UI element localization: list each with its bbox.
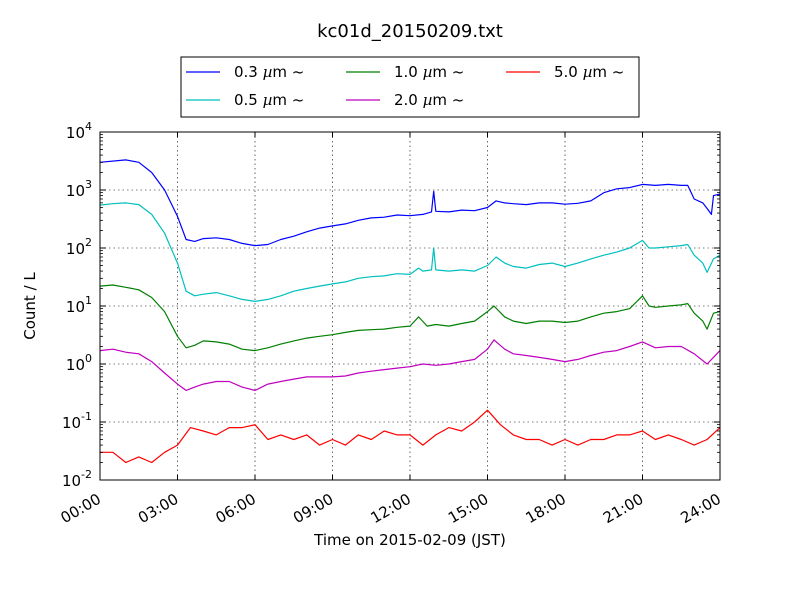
chart-title: kc01d_20150209.txt (317, 21, 503, 42)
legend-mu-symbol: µ (423, 91, 433, 109)
y-tick-base: 10 (66, 182, 85, 200)
y-tick-exponent: 2 (85, 236, 92, 249)
legend-unit: m ~ (272, 63, 304, 81)
y-tick-label: 104 (66, 120, 92, 142)
legend-label-0-5um: 0.5 µm ~ (234, 91, 304, 109)
series-line-5-0um (100, 409, 721, 464)
x-axis-label: Time on 2015-02-09 (JST) (313, 531, 506, 549)
series-line-0-3um (99, 159, 721, 247)
legend-size: 2.0 (394, 91, 423, 109)
legend-label-0-3um: 0.3 µm ~ (234, 63, 304, 81)
y-axis-label: Count / L (21, 272, 39, 340)
legend: 0.3 µm ~0.5 µm ~1.0 µm ~2.0 µm ~5.0 µm ~ (180, 56, 640, 118)
y-tick-base: 10 (66, 240, 85, 258)
legend-box (180, 56, 640, 118)
legend-label-1-0um: 1.0 µm ~ (394, 63, 464, 81)
legend-mu-symbol: µ (263, 91, 273, 109)
legend-unit: m ~ (432, 63, 464, 81)
y-tick-label: 100 (66, 352, 92, 374)
y-tick-exponent: 4 (85, 120, 92, 133)
series-line-2-0um (99, 339, 721, 391)
legend-label-2-0um: 2.0 µm ~ (394, 91, 464, 109)
y-tick-base: 10 (66, 356, 85, 374)
legend-unit: m ~ (592, 63, 624, 81)
y-tick-exponent: 3 (85, 178, 92, 191)
y-tick-exponent: 1 (85, 294, 92, 307)
y-tick-base: 10 (66, 124, 85, 142)
y-tick-base: 10 (66, 298, 85, 316)
y-tick-label: 10-2 (62, 468, 92, 490)
legend-label-5-0um: 5.0 µm ~ (554, 63, 624, 81)
legend-unit: m ~ (272, 91, 304, 109)
y-tick-label: 103 (66, 178, 92, 200)
legend-unit: m ~ (432, 91, 464, 109)
legend-size: 0.5 (234, 91, 263, 109)
series-line-0-5um (99, 202, 721, 302)
y-tick-exponent: 0 (85, 352, 92, 365)
y-tick-label: 10-1 (62, 410, 92, 432)
y-tick-base: 10 (62, 472, 81, 490)
legend-mu-symbol: µ (583, 63, 593, 81)
y-tick-label: 101 (66, 294, 92, 316)
y-tick-base: 10 (62, 414, 81, 432)
y-tick-label: 102 (66, 236, 92, 258)
legend-size: 1.0 (394, 63, 423, 81)
y-tick-exponent: -1 (81, 410, 92, 423)
legend-mu-symbol: µ (263, 63, 273, 81)
legend-mu-symbol: µ (423, 63, 433, 81)
y-tick-exponent: -2 (81, 468, 92, 481)
legend-size: 5.0 (554, 63, 583, 81)
legend-size: 0.3 (234, 63, 263, 81)
series-layer (99, 159, 721, 464)
series-line-1-0um (99, 284, 721, 352)
